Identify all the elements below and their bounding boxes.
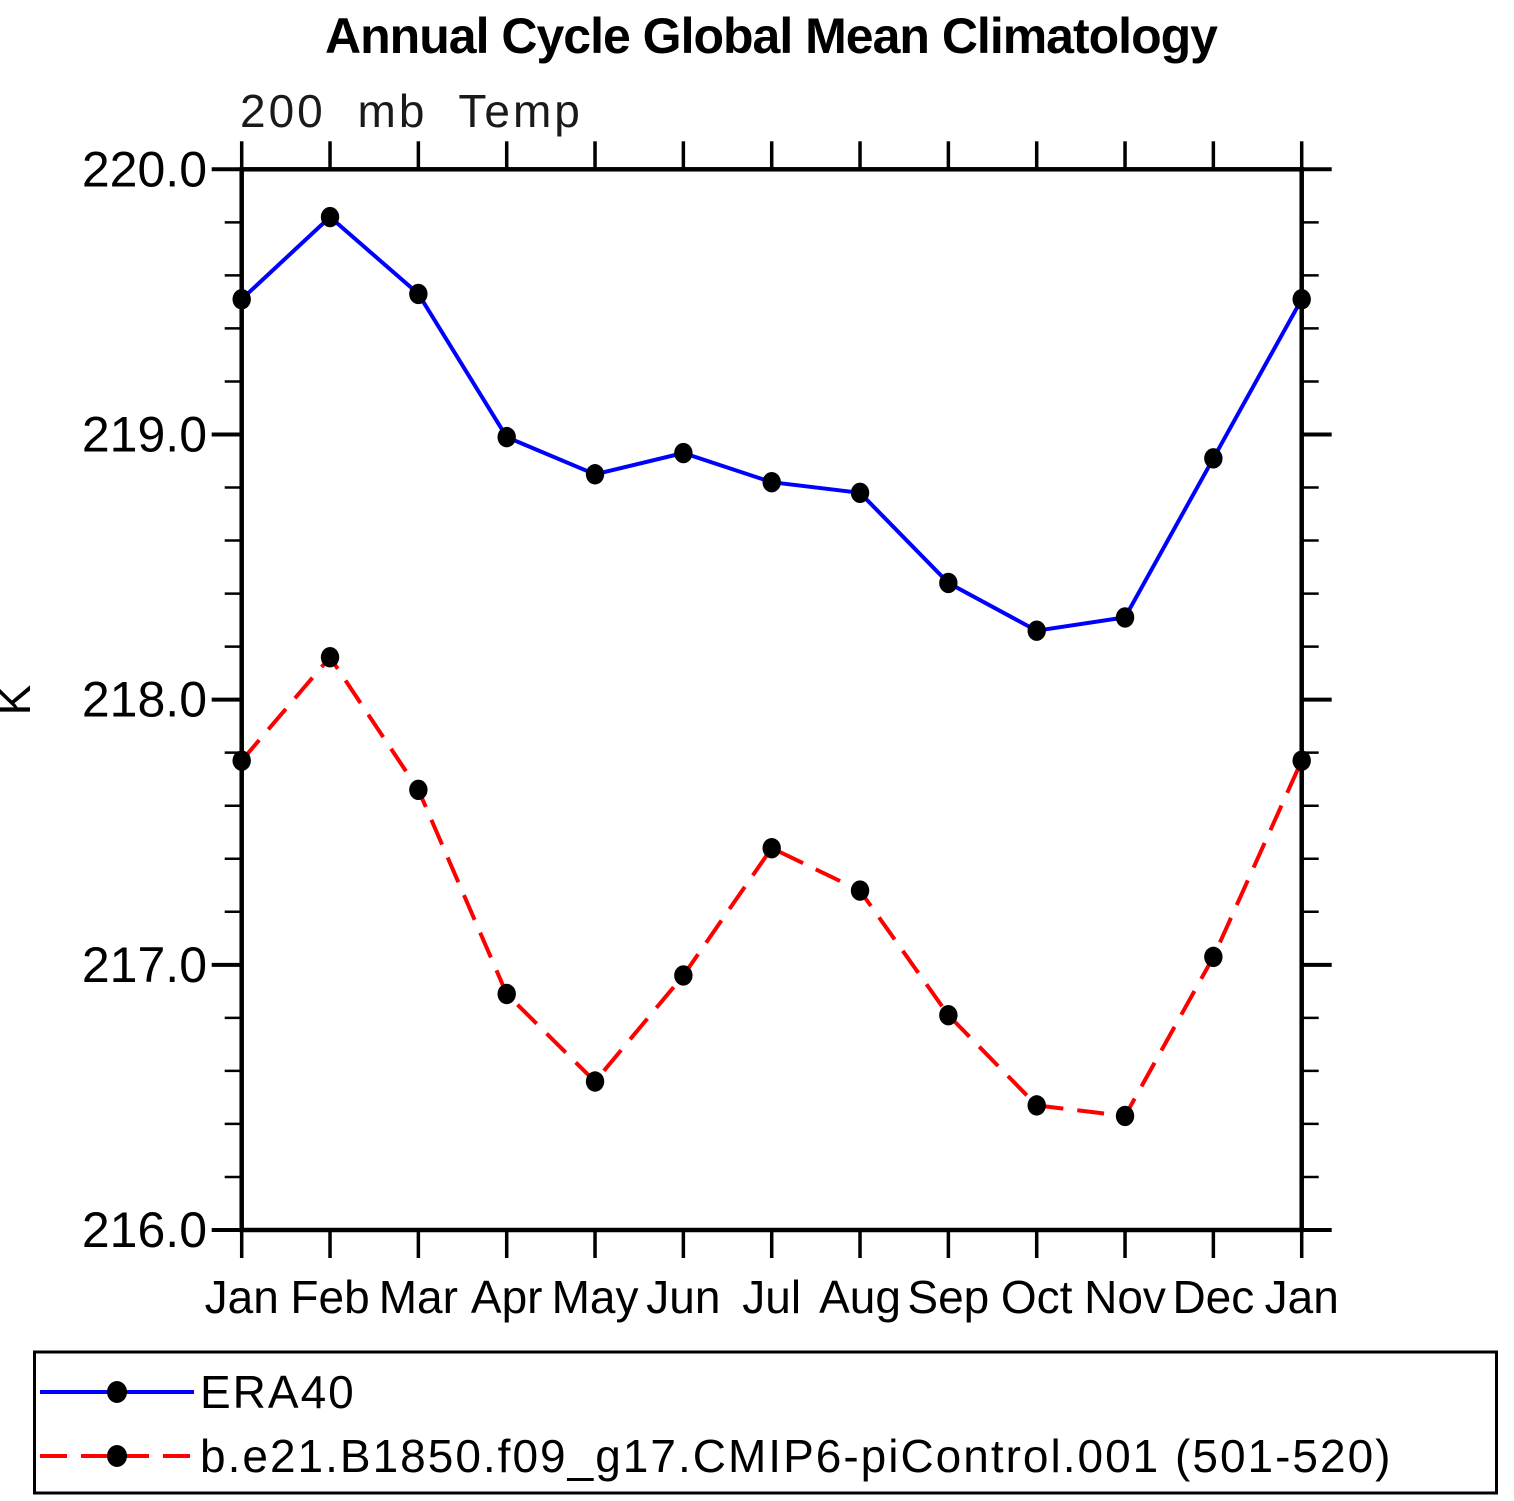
data-point-marker [497, 983, 516, 1005]
data-point-marker [762, 472, 781, 493]
month-label: Dec [1172, 1271, 1254, 1323]
data-point-marker [1204, 448, 1223, 469]
data-point-marker [232, 289, 251, 310]
y-axis-title: K [0, 684, 40, 715]
data-point-marker [320, 206, 340, 228]
month-label: Sep [907, 1271, 989, 1323]
data-point-marker [1292, 750, 1311, 771]
month-label: Aug [819, 1271, 901, 1323]
legend-samples [40, 1381, 194, 1467]
month-label: Jun [646, 1271, 720, 1323]
data-point-marker [1115, 607, 1135, 628]
y-tick-label: 220.0 [82, 141, 207, 197]
month-label: Feb [290, 1271, 369, 1323]
chart-subtitle: 200 mb Temp [240, 85, 583, 137]
chart-title: Annual Cycle Global Mean Climatology [325, 8, 1218, 64]
data-point-marker [762, 837, 781, 859]
month-label: Jan [205, 1271, 279, 1323]
data-point-marker [674, 965, 693, 986]
data-point-marker [674, 442, 693, 464]
legend-sample-marker [107, 1445, 127, 1467]
data-point-marker [1292, 289, 1311, 310]
y-tick-label: 217.0 [82, 937, 207, 993]
y-tick-label: 216.0 [82, 1202, 207, 1258]
data-point-marker [320, 647, 340, 668]
data-point-marker [497, 426, 516, 448]
data-point-marker [1027, 620, 1046, 641]
legend-sample-marker [107, 1381, 127, 1403]
data-point-marker [409, 283, 428, 305]
series-line-picontrol [240, 655, 1304, 1118]
month-label: Oct [1001, 1271, 1073, 1323]
plot-frame [239, 167, 1304, 1233]
month-label: Mar [379, 1271, 458, 1323]
y-tick-label: 219.0 [82, 406, 207, 462]
data-point-marker [409, 779, 428, 801]
month-label: May [552, 1271, 639, 1323]
legend-box [33, 1350, 1498, 1495]
legend-label-picontrol: b.e21.B1850.f09_g17.CMIP6-piControl.001 … [200, 1430, 1393, 1482]
legend-label-era40: ERA40 [200, 1366, 356, 1418]
y-tick-label: 218.0 [82, 672, 207, 728]
data-point-marker [850, 482, 870, 504]
data-point-marker [939, 1005, 958, 1026]
data-point-marker [939, 572, 958, 594]
month-label: Jan [1265, 1271, 1339, 1323]
data-point-marker [1204, 946, 1223, 968]
data-point-marker [585, 1071, 605, 1092]
data-point-marker [1027, 1095, 1046, 1116]
data-point-marker [850, 880, 870, 901]
month-label: Apr [471, 1271, 543, 1323]
data-point-marker [585, 464, 605, 485]
series-line-era40 [240, 215, 1304, 633]
data-point-marker [1115, 1105, 1135, 1127]
month-label: Jul [742, 1271, 801, 1323]
month-label: Nov [1084, 1271, 1166, 1323]
plot-series [232, 206, 1311, 1127]
legend: ERA40 b.e21.B1850.f09_g17.CMIP6-piContro… [33, 1350, 1498, 1495]
data-point-marker [232, 750, 251, 771]
